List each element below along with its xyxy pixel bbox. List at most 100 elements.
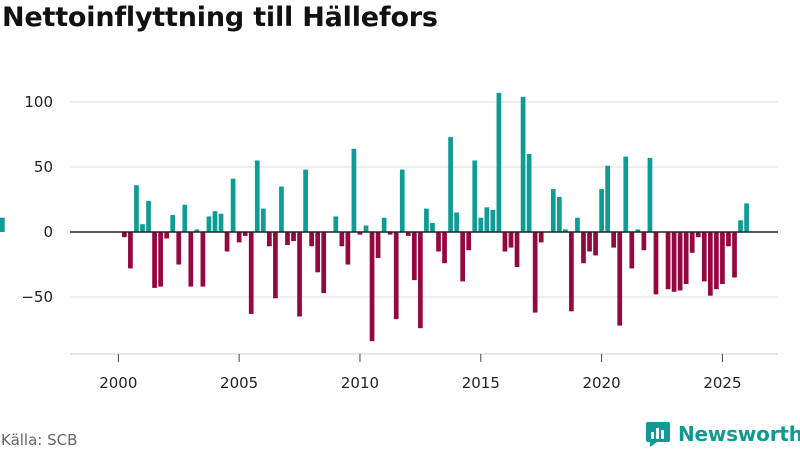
bar <box>0 217 5 232</box>
bar <box>683 232 689 284</box>
bar <box>351 148 357 232</box>
bar <box>454 212 459 232</box>
bar <box>393 232 399 320</box>
bar <box>605 165 610 232</box>
x-tick-label: 2010 <box>341 374 379 392</box>
bar <box>623 156 629 232</box>
bar <box>732 232 737 278</box>
bar <box>460 232 466 282</box>
bar <box>345 232 351 265</box>
bar <box>176 232 182 265</box>
bar <box>363 225 369 232</box>
source-note: Källa: SCB <box>1 431 78 449</box>
bar <box>200 232 206 287</box>
bar <box>653 232 659 295</box>
bar <box>556 196 562 232</box>
y-axis-labels: 100 50 0 −50 <box>21 93 53 306</box>
bar <box>279 186 284 232</box>
bar <box>339 232 345 247</box>
bar <box>466 232 472 251</box>
bar <box>260 208 266 232</box>
bar <box>641 232 647 251</box>
bar <box>563 229 568 232</box>
bar <box>442 232 447 264</box>
bar <box>424 208 429 232</box>
bar <box>285 232 290 245</box>
x-tick-label: 2015 <box>462 374 500 392</box>
bar <box>309 232 314 247</box>
y-tick-label: 0 <box>43 223 53 241</box>
bar <box>242 232 248 236</box>
bar <box>665 232 671 290</box>
bar <box>581 232 586 264</box>
bar <box>472 160 478 232</box>
bar <box>218 213 224 232</box>
bar <box>321 232 327 294</box>
bar <box>611 232 617 248</box>
bar <box>726 232 731 247</box>
bar <box>629 232 635 269</box>
bar <box>182 204 188 232</box>
bar <box>714 232 719 290</box>
bar <box>436 232 441 252</box>
bar <box>134 185 139 232</box>
bar <box>738 220 743 232</box>
bar <box>146 200 151 232</box>
bar <box>430 222 435 232</box>
bar <box>212 211 218 232</box>
x-tick-label: 2005 <box>220 374 258 392</box>
bar <box>490 209 496 232</box>
bar <box>369 232 375 342</box>
chart-title: Nettoinflyttning till Hällefors <box>2 2 438 33</box>
bar <box>671 232 677 292</box>
bar <box>405 232 411 236</box>
bar <box>357 232 363 235</box>
bar <box>236 232 242 243</box>
bar <box>303 169 308 232</box>
bar <box>707 232 713 296</box>
bar <box>387 232 393 235</box>
bar <box>569 232 574 312</box>
bar <box>315 232 321 273</box>
gridlines <box>70 101 778 298</box>
x-tick-label: 2000 <box>99 374 137 392</box>
bar <box>158 232 163 287</box>
bar <box>599 189 604 232</box>
newsworthy-logo-icon <box>646 422 670 447</box>
x-tick-label: 2025 <box>703 374 741 392</box>
y-tick-label: 100 <box>24 93 53 111</box>
bar <box>267 232 272 247</box>
bar <box>122 232 127 238</box>
bar <box>526 154 532 232</box>
bar <box>224 232 230 252</box>
bar <box>152 232 157 288</box>
bar <box>297 232 302 317</box>
bar <box>677 232 683 291</box>
bar <box>496 92 502 233</box>
bar <box>695 232 701 238</box>
bar <box>188 232 194 287</box>
bar <box>333 216 339 232</box>
x-tick-label: 2020 <box>583 374 621 392</box>
bar <box>448 137 453 232</box>
bar <box>381 217 387 232</box>
bar <box>635 229 641 232</box>
bar <box>575 217 580 232</box>
brand-logo: Newsworthy <box>645 420 800 448</box>
bar <box>647 157 653 232</box>
bar <box>593 232 598 256</box>
bar <box>411 232 417 281</box>
bar <box>484 207 490 232</box>
bar <box>508 232 514 248</box>
bar <box>206 216 212 232</box>
bar <box>587 232 592 252</box>
bar <box>478 217 484 232</box>
bar <box>254 160 260 232</box>
bar <box>532 232 538 313</box>
bar <box>550 189 556 232</box>
bar <box>520 96 526 232</box>
bar <box>617 232 623 326</box>
bar <box>720 232 725 284</box>
bar <box>248 232 254 314</box>
